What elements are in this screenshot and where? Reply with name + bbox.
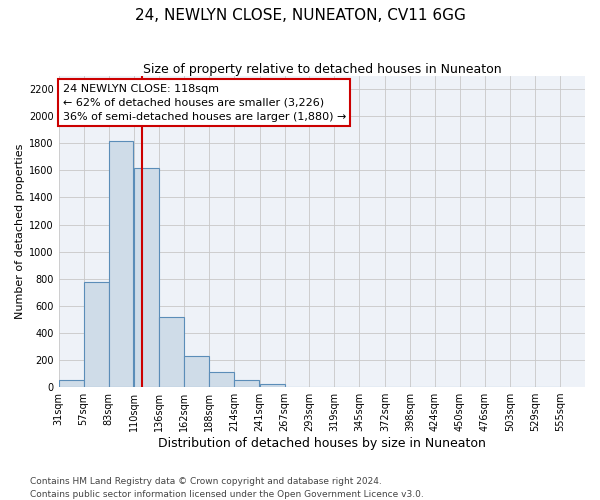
Title: Size of property relative to detached houses in Nuneaton: Size of property relative to detached ho… [143,62,501,76]
Text: Contains HM Land Registry data © Crown copyright and database right 2024.
Contai: Contains HM Land Registry data © Crown c… [30,478,424,499]
Text: 24, NEWLYN CLOSE, NUNEATON, CV11 6GG: 24, NEWLYN CLOSE, NUNEATON, CV11 6GG [134,8,466,22]
Text: 24 NEWLYN CLOSE: 118sqm
← 62% of detached houses are smaller (3,226)
36% of semi: 24 NEWLYN CLOSE: 118sqm ← 62% of detache… [62,84,346,122]
Bar [184,356,209,387]
Bar [260,384,284,387]
Y-axis label: Number of detached properties: Number of detached properties [15,144,25,319]
X-axis label: Distribution of detached houses by size in Nuneaton: Distribution of detached houses by size … [158,437,486,450]
Bar [159,316,184,387]
Bar [109,140,133,387]
Bar [59,380,83,387]
Bar [234,380,259,387]
Bar [209,372,234,387]
Bar [134,168,159,387]
Bar [83,282,109,387]
